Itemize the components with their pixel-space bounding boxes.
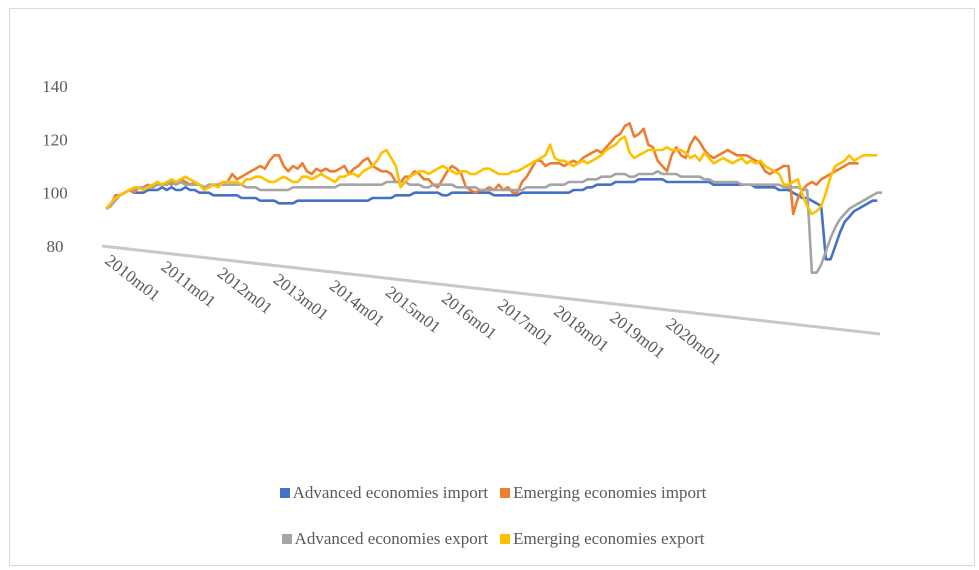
axis-layer <box>101 244 881 336</box>
legend-swatch <box>500 534 511 544</box>
y-tick-label: 100 <box>42 184 68 203</box>
chart-area: 80 100 120 140 2010m01 2011m01 2012m01 2013m01 2… <box>9 8 975 566</box>
legend-item-advanced-export: Advanced economies export <box>281 529 489 549</box>
y-tick-label: 120 <box>42 130 68 149</box>
x-tick-label: 2012m01 <box>214 263 276 318</box>
x-tick-label: 2010m01 <box>102 251 164 306</box>
y-tick-label: 140 <box>42 77 68 96</box>
series-line-2 <box>105 170 882 275</box>
x-tick-label: 2020m01 <box>663 314 725 369</box>
legend-swatch <box>281 534 292 544</box>
x-tick-label: 2018m01 <box>550 301 612 356</box>
legend-swatch <box>500 488 511 498</box>
legend-label: Advanced economies import <box>292 483 489 502</box>
x-tick-label: 2013m01 <box>270 270 332 325</box>
x-tick-label: 2016m01 <box>438 289 500 344</box>
legend-row-2: Advanced economies export Emerging econo… <box>10 529 976 549</box>
legend-swatch <box>279 488 290 498</box>
x-tick-label: 2019m01 <box>606 308 668 363</box>
series-layer <box>105 122 882 275</box>
x-tick-label: 2011m01 <box>158 257 220 311</box>
tick-layer: 801001201402010m012011m012012m012013m012… <box>42 77 725 369</box>
x-tick-label: 2014m01 <box>326 276 388 331</box>
legend-item-advanced-import: Advanced economies import <box>279 483 489 503</box>
legend-item-emerging-import: Emerging economies import <box>500 483 706 503</box>
legend-label: Emerging economies import <box>513 483 707 502</box>
x-tick-label: 2015m01 <box>382 282 444 337</box>
legend-label: Emerging economies export <box>513 529 705 548</box>
x-axis-line <box>101 244 881 336</box>
x-tick-label: 2017m01 <box>494 295 556 350</box>
y-tick-label: 80 <box>47 237 64 256</box>
line-chart: 801001201402010m012011m012012m012013m012… <box>42 77 882 369</box>
legend-label: Advanced economies export <box>294 529 489 548</box>
legend-row-1: Advanced economies import Emerging econo… <box>10 483 976 503</box>
series-line-3 <box>105 135 878 216</box>
legend-item-emerging-export: Emerging economies export <box>500 529 704 549</box>
